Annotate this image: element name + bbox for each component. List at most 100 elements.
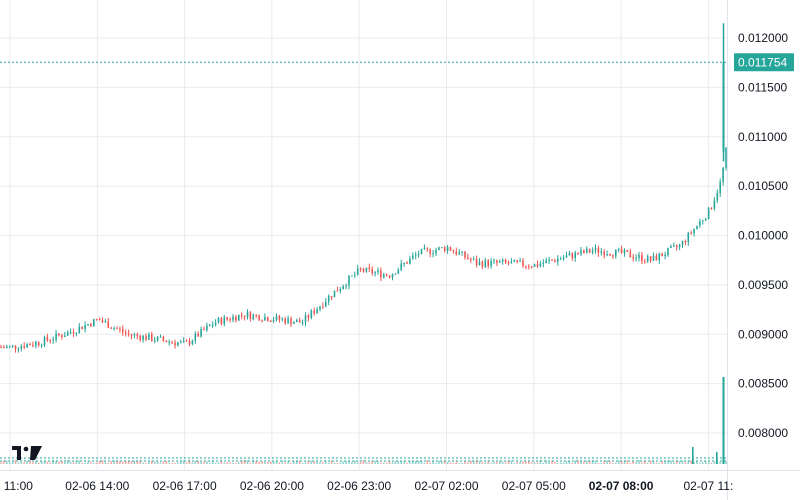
volume-bar — [484, 462, 487, 464]
volume-bar — [49, 462, 52, 464]
candle-body — [588, 248, 591, 253]
volume-bar — [130, 461, 133, 464]
candle-body — [678, 244, 681, 248]
volume-bar — [348, 461, 350, 464]
candle-body — [348, 276, 350, 286]
volume-bar — [583, 461, 585, 464]
candle-body — [0, 347, 2, 349]
volume-bar — [40, 461, 43, 464]
candle-body — [719, 181, 721, 194]
candle-body — [652, 255, 655, 261]
candle-body — [377, 270, 379, 273]
candle-body — [420, 248, 423, 255]
candle-body — [203, 328, 205, 330]
y-tick-label: 0.011000 — [738, 130, 787, 144]
candle-body — [249, 312, 252, 320]
candle-body — [240, 314, 243, 316]
volume-bar — [551, 460, 553, 464]
candle-body — [46, 337, 49, 341]
candle-body — [281, 318, 284, 320]
volume-bar — [441, 461, 443, 464]
y-tick-label: 0.010000 — [738, 229, 788, 243]
candle-body — [646, 256, 649, 262]
volume-bar — [414, 460, 417, 464]
candle-body — [333, 290, 336, 298]
candle-body — [388, 275, 391, 278]
volume-bar — [296, 461, 298, 464]
volume-bar — [37, 462, 40, 464]
candle-body — [246, 312, 249, 318]
candle-body — [29, 343, 31, 346]
candle-body — [716, 193, 719, 201]
candle-body — [528, 266, 530, 268]
volume-bar — [220, 460, 223, 464]
candle-body — [35, 342, 37, 346]
volume-bar — [267, 462, 269, 464]
volume-bar — [151, 460, 153, 464]
candle-body — [490, 261, 492, 266]
candle-body — [443, 247, 446, 251]
candle-body — [139, 335, 141, 340]
candle-body — [615, 249, 617, 257]
candle-body — [32, 345, 34, 347]
candle-body — [322, 306, 324, 308]
volume-bar — [420, 461, 423, 464]
volume-bar — [95, 462, 98, 464]
volume-bar — [17, 462, 20, 464]
volume-bar — [133, 460, 136, 464]
candle-body — [81, 326, 83, 330]
volume-bar — [252, 460, 255, 464]
volume-bar — [673, 462, 675, 464]
volume-bar — [664, 461, 666, 464]
candle-body — [661, 253, 663, 257]
candle-body — [374, 272, 376, 274]
volume-bar — [452, 462, 455, 464]
candle-body — [122, 329, 124, 333]
candle-body — [664, 254, 666, 257]
volume-bar — [568, 461, 571, 464]
candle-body — [93, 319, 95, 327]
candle-body — [635, 257, 637, 259]
candle-body — [670, 246, 672, 248]
candle-body — [168, 341, 170, 343]
tradingview-logo-icon[interactable] — [12, 446, 42, 460]
volume-bar — [522, 461, 524, 464]
candle-body — [55, 333, 57, 340]
candle-body — [435, 249, 437, 254]
candle-body — [165, 340, 168, 343]
volume-bar — [499, 460, 501, 464]
volume-bar — [330, 460, 333, 464]
volume-bar — [3, 460, 5, 464]
volume-bar — [391, 462, 394, 464]
volume-bar — [316, 461, 318, 464]
candle-body — [675, 245, 678, 248]
volume-bar — [342, 461, 344, 464]
candle-body — [533, 264, 536, 268]
candle-body — [455, 251, 458, 255]
candle-body — [177, 342, 179, 346]
y-axis[interactable]: 0.012000 0.011500 0.011000 0.010500 0.010000… — [727, 0, 789, 500]
volume-bar — [194, 460, 197, 464]
volume-bar — [374, 460, 376, 464]
candle-body — [568, 253, 571, 256]
candle-body — [446, 246, 449, 251]
volume-bar — [171, 462, 173, 464]
candle-body — [586, 248, 588, 253]
volume-bar — [620, 461, 623, 464]
last-price-label: 0.011754 — [734, 53, 794, 72]
x-axis[interactable]: 06 11:00 02-06 14:00 02-06 17:00 02-06 20:0… — [0, 470, 800, 494]
volume-bar — [649, 460, 652, 464]
volume-bar — [156, 461, 159, 464]
volume-bar — [385, 462, 388, 464]
volume-bar — [487, 460, 489, 464]
volume-bar — [475, 460, 478, 464]
volume-bar — [690, 460, 692, 464]
volume-bar — [557, 462, 559, 464]
volume-bar — [519, 462, 521, 464]
volume-bar — [403, 461, 405, 464]
volume-bar — [725, 461, 727, 464]
volume-bar — [693, 462, 695, 464]
candle-body — [61, 335, 63, 338]
